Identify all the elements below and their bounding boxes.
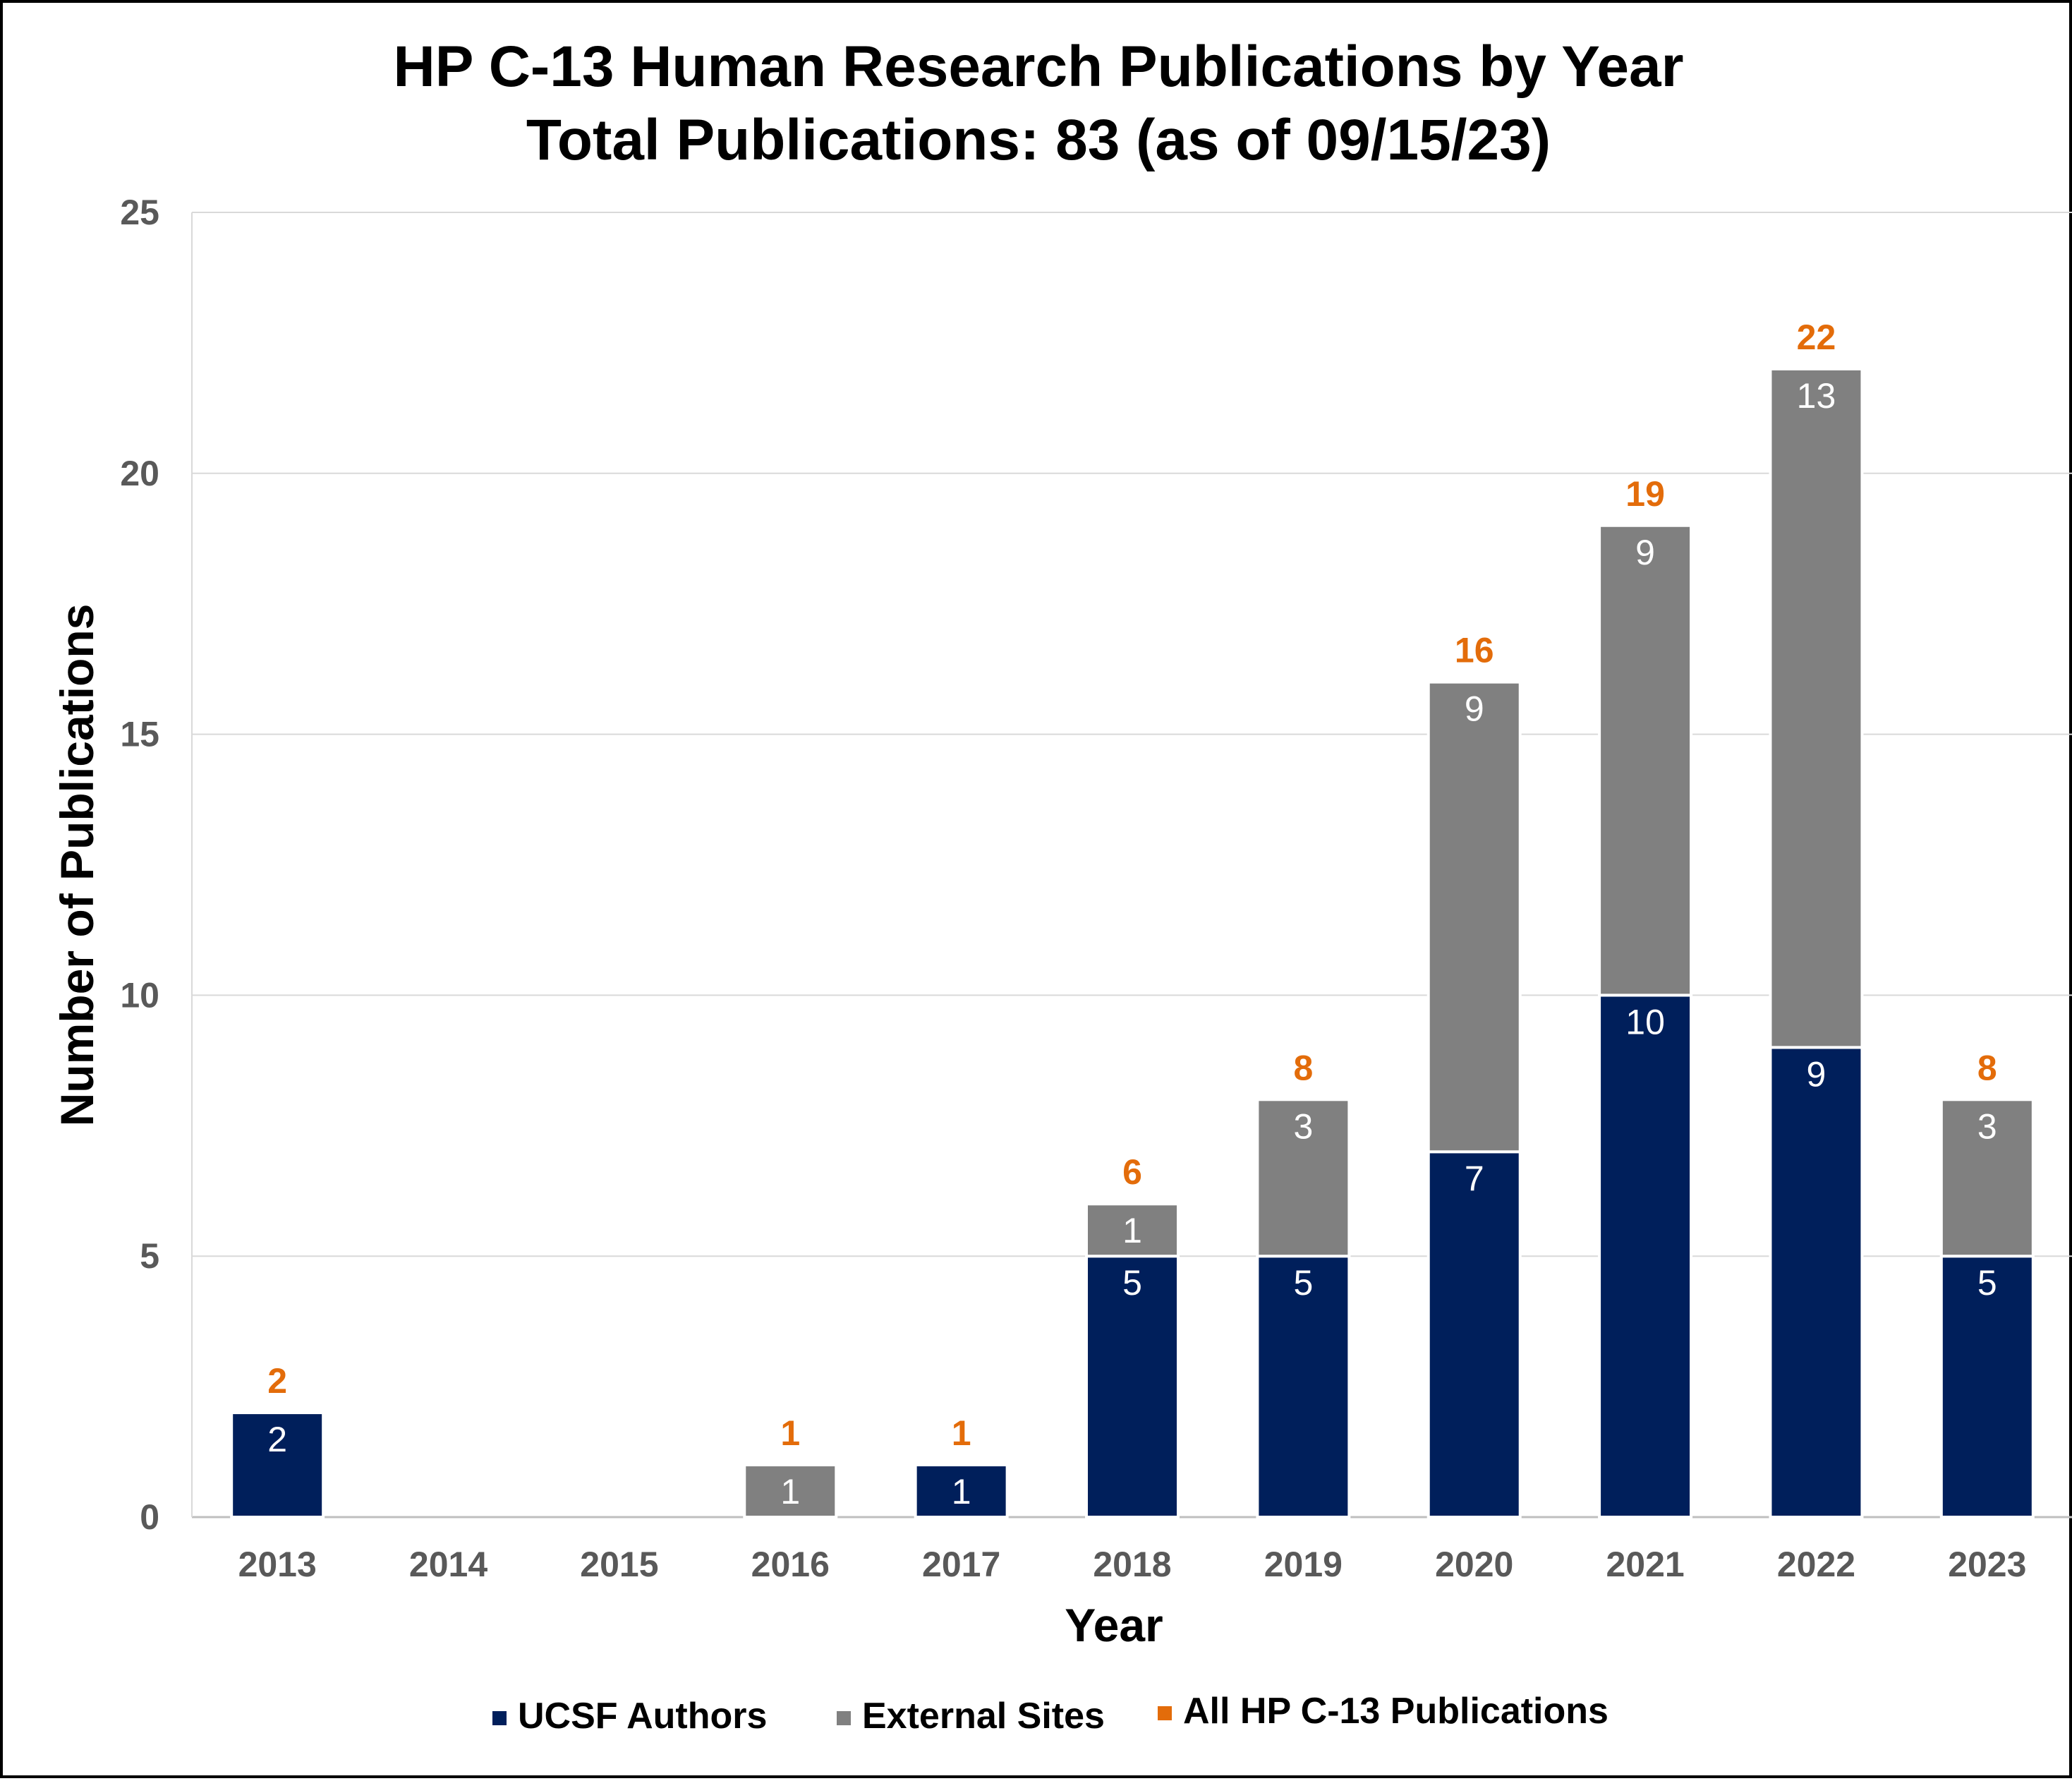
bar-segment-label: 3 xyxy=(1977,1106,1997,1146)
x-tick-label: 2018 xyxy=(1093,1545,1171,1584)
x-tick-label: 2014 xyxy=(409,1545,487,1584)
x-tick-label: 2013 xyxy=(238,1545,317,1584)
x-axis-title: Year xyxy=(1065,1599,1163,1651)
total-label: 16 xyxy=(1455,631,1494,670)
y-tick-label: 10 xyxy=(120,975,159,1015)
bar-segment-label: 3 xyxy=(1293,1106,1313,1146)
legend-swatch xyxy=(837,1711,851,1725)
bar-segment xyxy=(1769,1046,1864,1519)
y-axis-title: Number of Publications xyxy=(51,604,103,1127)
bar-segment-label: 10 xyxy=(1625,1002,1665,1042)
bar-segment xyxy=(1769,367,1864,1049)
bar-segment-label: 7 xyxy=(1465,1159,1484,1198)
x-tick-label: 2015 xyxy=(580,1545,658,1584)
bar-segment-label: 1 xyxy=(780,1472,800,1511)
legend-label: All HP C-13 Publications xyxy=(1183,1691,1608,1732)
y-axis-ticks: 0 5 10 15 20 25 xyxy=(120,193,159,1537)
y-tick-label: 20 xyxy=(120,454,159,493)
legend: UCSF Authors External Sites All HP C-13 Pu… xyxy=(492,1691,1608,1737)
total-label: 1 xyxy=(952,1413,971,1453)
bar-segment-label: 9 xyxy=(1807,1054,1826,1094)
chart-title: HP C-13 Human Research Publications by Y… xyxy=(393,35,1683,99)
x-tick-label: 2019 xyxy=(1264,1545,1343,1584)
bar-segment xyxy=(1426,680,1522,1154)
bar-segment-label: 13 xyxy=(1797,376,1836,416)
legend-swatch xyxy=(492,1711,507,1725)
gridlines xyxy=(191,212,2072,1519)
bar-segment xyxy=(230,1411,325,1519)
bar-segment xyxy=(1598,524,1693,997)
bar-segment xyxy=(1085,1255,1180,1519)
y-tick-label: 15 xyxy=(120,715,159,754)
chart-subtitle: Total Publications: 83 (as of 09/15/23) xyxy=(526,108,1551,172)
x-axis-ticks: 2013 2014 2015 2016 2017 2018 2019 2020 2021 2022… xyxy=(238,1545,2027,1584)
bar-segment-label: 5 xyxy=(1122,1263,1142,1303)
bar-segment xyxy=(1598,994,1693,1519)
x-tick-label: 2022 xyxy=(1777,1545,1855,1584)
bar-segment-label: 2 xyxy=(267,1420,287,1459)
total-label: 19 xyxy=(1625,474,1665,514)
total-label: 1 xyxy=(780,1413,800,1453)
total-label: 22 xyxy=(1797,318,1836,357)
stacked-bar-chart: HP C-13 Human Research Publications by Y… xyxy=(51,35,2072,1737)
bar-segment xyxy=(1085,1202,1180,1258)
x-tick-label: 2016 xyxy=(751,1545,830,1584)
bar-segment xyxy=(1939,1255,2035,1519)
legend-label: External Sites xyxy=(862,1696,1105,1737)
bar-segment-label: 1 xyxy=(1122,1211,1142,1250)
y-tick-label: 0 xyxy=(140,1497,159,1537)
bar-segment xyxy=(1939,1098,2035,1258)
x-tick-label: 2023 xyxy=(1948,1545,2026,1584)
bar-segment xyxy=(1256,1098,1351,1258)
x-tick-label: 2017 xyxy=(922,1545,1000,1584)
x-tick-label: 2020 xyxy=(1435,1545,1513,1584)
bar-segment xyxy=(743,1463,838,1519)
x-tick-label: 2021 xyxy=(1606,1545,1684,1584)
total-label: 8 xyxy=(1977,1048,1997,1087)
total-label: 2 xyxy=(267,1361,287,1401)
bar-segment-label: 9 xyxy=(1465,689,1484,729)
total-label: 6 xyxy=(1122,1152,1142,1192)
bar-segment-label: 5 xyxy=(1293,1263,1313,1303)
bar-segment xyxy=(914,1463,1009,1519)
total-label: 8 xyxy=(1293,1048,1313,1087)
bar-segment-label: 5 xyxy=(1977,1263,1997,1303)
bar-segment xyxy=(1256,1255,1351,1519)
y-tick-label: 5 xyxy=(140,1236,159,1276)
legend-swatch xyxy=(1158,1706,1172,1720)
bar-segment-label: 9 xyxy=(1635,533,1655,572)
y-tick-label: 25 xyxy=(120,193,159,232)
bar-segment-label: 1 xyxy=(952,1472,971,1511)
bar-segment xyxy=(1426,1150,1522,1519)
legend-label: UCSF Authors xyxy=(518,1696,767,1737)
